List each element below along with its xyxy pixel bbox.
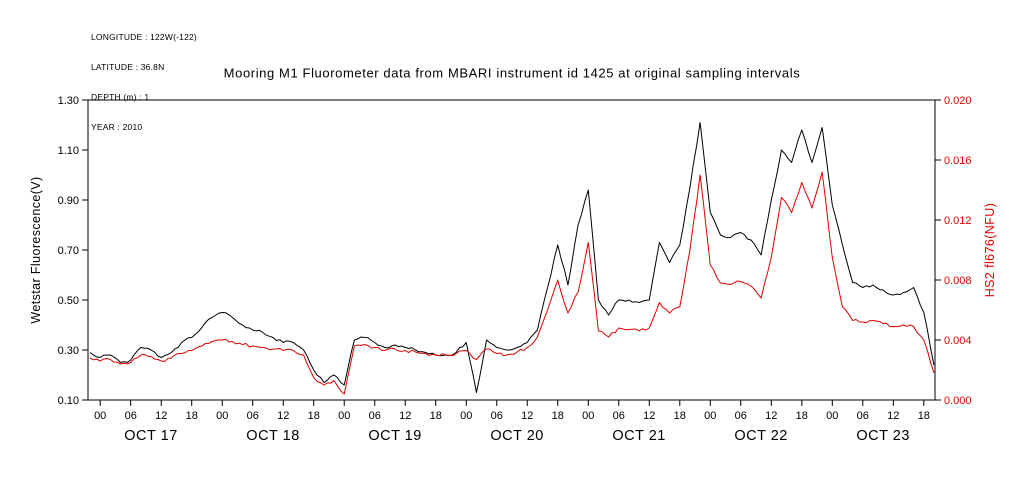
header-info: LONGITUDE : 122W(-122) LATITUDE : 36.8N … bbox=[91, 12, 197, 152]
x-hour-label: 00 bbox=[826, 410, 838, 422]
x-day-label: OCT 23 bbox=[856, 428, 910, 444]
x-day-label: OCT 22 bbox=[734, 428, 788, 444]
y-right-tick-label: 0.004 bbox=[944, 335, 972, 347]
x-hour-label: 18 bbox=[796, 410, 808, 422]
x-hour-label: 00 bbox=[704, 410, 716, 422]
x-hour-label: 18 bbox=[674, 410, 686, 422]
x-hour-label: 12 bbox=[643, 410, 655, 422]
y-left-tick-label: 1.30 bbox=[58, 95, 79, 107]
y-left-tick-label: 0.10 bbox=[58, 395, 79, 407]
x-hour-label: 12 bbox=[277, 410, 289, 422]
y-left-tick-label: 0.70 bbox=[58, 245, 79, 257]
x-hour-label: 06 bbox=[369, 410, 381, 422]
x-hour-label: 06 bbox=[735, 410, 747, 422]
x-hour-label: 12 bbox=[887, 410, 899, 422]
y-right-tick-label: 0.012 bbox=[944, 215, 972, 227]
header-info-latitude: LATITUDE : 36.8N bbox=[91, 62, 165, 72]
y-right-tick-label: 0.008 bbox=[944, 275, 972, 287]
x-hour-label: 12 bbox=[399, 410, 411, 422]
x-hour-label: 12 bbox=[765, 410, 777, 422]
x-hour-label: 06 bbox=[125, 410, 137, 422]
header-info-depth: DEPTH (m) : 1 bbox=[91, 92, 150, 102]
x-day-label: OCT 19 bbox=[368, 428, 422, 444]
x-hour-label: 18 bbox=[552, 410, 564, 422]
x-hour-label: 00 bbox=[94, 410, 106, 422]
y-right-tick-label: 0.000 bbox=[944, 395, 972, 407]
x-hour-label: 00 bbox=[338, 410, 350, 422]
x-hour-label: 12 bbox=[155, 410, 167, 422]
x-hour-label: 18 bbox=[186, 410, 198, 422]
x-hour-label: 00 bbox=[460, 410, 472, 422]
y-left-tick-label: 0.50 bbox=[58, 295, 79, 307]
x-hour-label: 18 bbox=[308, 410, 320, 422]
header-info-year: YEAR : 2010 bbox=[91, 122, 143, 132]
y-left-tick-label: 0.90 bbox=[58, 195, 79, 207]
x-hour-label: 00 bbox=[216, 410, 228, 422]
x-hour-label: 06 bbox=[491, 410, 503, 422]
series-wetstar-line bbox=[89, 122, 935, 393]
x-day-label: OCT 17 bbox=[124, 428, 178, 444]
x-hour-label: 18 bbox=[918, 410, 930, 422]
x-hour-label: 12 bbox=[521, 410, 533, 422]
x-hour-label: 06 bbox=[247, 410, 259, 422]
series-hs2-line bbox=[89, 171, 935, 395]
chart-title: Mooring M1 Fluorometer data from MBARI i… bbox=[223, 65, 801, 81]
x-hour-label: 00 bbox=[582, 410, 594, 422]
x-day-label: OCT 18 bbox=[246, 428, 300, 444]
x-hour-label: 18 bbox=[430, 410, 442, 422]
y-left-tick-label: 0.30 bbox=[58, 345, 79, 357]
x-hour-label: 06 bbox=[613, 410, 625, 422]
y-right-tick-label: 0.016 bbox=[944, 155, 972, 167]
header-info-longitude: LONGITUDE : 122W(-122) bbox=[91, 32, 197, 42]
plot-frame bbox=[87, 99, 936, 401]
x-day-label: OCT 21 bbox=[612, 428, 666, 444]
y-left-tick-label: 1.10 bbox=[58, 145, 79, 157]
y-right-tick-label: 0.020 bbox=[944, 95, 972, 107]
x-hour-label: 06 bbox=[857, 410, 869, 422]
x-day-label: OCT 20 bbox=[490, 428, 544, 444]
